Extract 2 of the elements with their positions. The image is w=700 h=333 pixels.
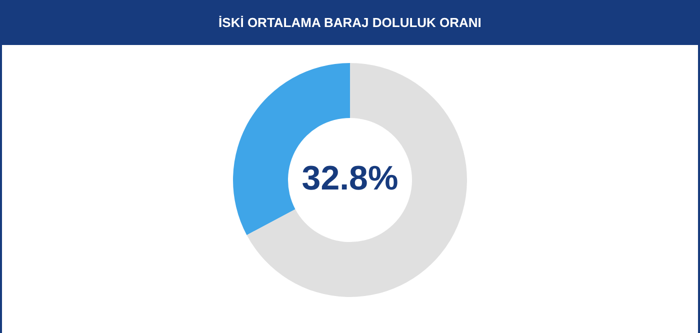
chart-title: İSKİ ORTALAMA BARAJ DOLULUK ORANI xyxy=(2,0,698,45)
data-label: 32.8% xyxy=(302,159,398,198)
